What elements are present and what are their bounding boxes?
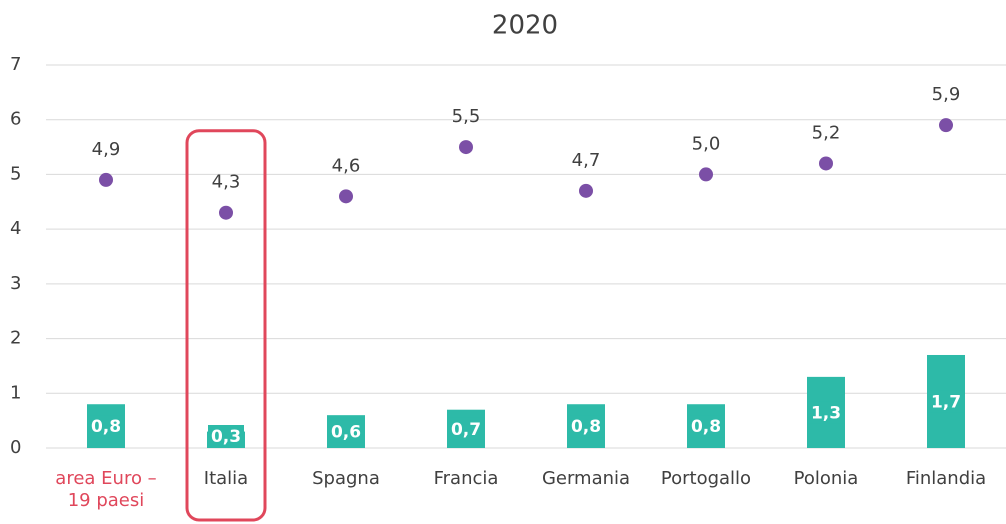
value-label-bg xyxy=(928,390,964,413)
y-tick-label: 2 xyxy=(10,328,21,349)
x-tick-label: Finlandia xyxy=(905,468,987,489)
highlight-box xyxy=(185,129,267,522)
value-label: 4,3 xyxy=(212,172,241,193)
value-label-bg xyxy=(208,425,244,447)
value-label: 5,0 xyxy=(692,133,721,154)
y-tick-label: 0 xyxy=(10,437,21,458)
value-label: 4,6 xyxy=(332,155,361,176)
value-label-bg xyxy=(448,417,484,440)
value-label-bg xyxy=(688,415,724,438)
y-tick-label: 4 xyxy=(10,218,21,239)
chart-title: 2020 xyxy=(492,11,558,41)
point xyxy=(459,140,473,155)
value-label-bg xyxy=(808,401,844,424)
point xyxy=(99,172,113,187)
x-tick-label: Polonia xyxy=(793,468,859,489)
y-tick-label: 1 xyxy=(10,382,21,403)
x-tick-label: Portogallo xyxy=(660,468,752,489)
value-label: 5,9 xyxy=(932,84,961,105)
x-tick-label: Spagna xyxy=(312,468,380,489)
y-tick-label: 5 xyxy=(10,163,21,184)
y-tick-label: 3 xyxy=(10,273,21,294)
point xyxy=(339,189,353,204)
value-label: 0,3 xyxy=(211,427,241,447)
value-label: 5,2 xyxy=(812,122,841,143)
x-tick-label: Italia xyxy=(203,468,249,489)
value-label: 5,5 xyxy=(452,106,481,127)
value-label: 4,7 xyxy=(572,150,601,171)
value-label-bg xyxy=(568,415,604,438)
value-label: 0,8 xyxy=(571,417,601,437)
value-label: 0,8 xyxy=(91,417,121,437)
value-label-bg xyxy=(88,415,124,438)
point xyxy=(819,156,833,171)
value-label: 0,6 xyxy=(331,423,361,443)
x-tick-label: area Euro – 19 paesi xyxy=(55,468,157,511)
y-tick-label: 7 xyxy=(10,54,21,75)
point xyxy=(699,167,713,182)
x-tick-label: Germania xyxy=(541,468,631,489)
x-tick-label: Francia xyxy=(433,468,499,489)
value-label: 1,7 xyxy=(931,392,961,412)
value-label: 0,8 xyxy=(691,417,721,437)
value-label-bg xyxy=(328,420,364,443)
point xyxy=(579,183,593,198)
y-tick-label: 6 xyxy=(10,109,21,130)
point xyxy=(939,118,953,133)
value-label: 1,3 xyxy=(811,403,841,423)
value-label: 0,7 xyxy=(451,420,481,440)
point xyxy=(219,205,233,220)
value-label: 4,9 xyxy=(92,139,121,160)
